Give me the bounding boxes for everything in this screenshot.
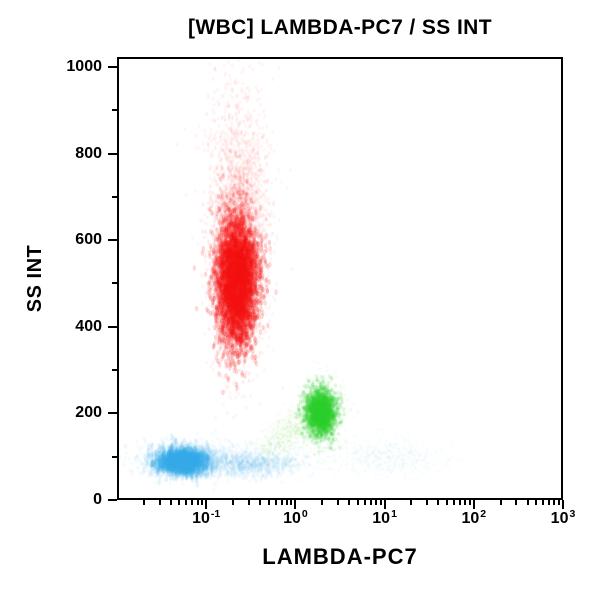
y-axis-major-tick: [108, 325, 117, 328]
x-tick-exponent: -1: [210, 508, 221, 520]
x-axis-minor-tick: [553, 500, 556, 505]
y-axis-major-tick: [108, 499, 117, 501]
x-axis-minor-tick: [363, 500, 366, 505]
y-axis: 0 200 400 600 800 1000: [0, 57, 117, 508]
x-axis-minor-tick: [379, 500, 382, 505]
y-axis-minor-tick: [112, 282, 117, 285]
x-axis-minor-tick: [290, 500, 293, 505]
y-axis-tick-label: 1000: [66, 57, 102, 75]
x-axis-minor-tick: [321, 500, 324, 505]
x-axis-major-tick: [562, 500, 564, 509]
x-axis-minor-tick: [464, 500, 467, 505]
x-axis-major-tick: [472, 500, 475, 509]
y-axis-tick-label: 200: [75, 404, 102, 422]
x-axis-minor-tick: [426, 500, 429, 505]
x-axis-minor-tick: [191, 500, 194, 505]
x-axis-minor-tick: [142, 500, 145, 505]
x-axis-minor-tick: [247, 500, 250, 505]
x-axis-minor-tick: [458, 500, 461, 505]
y-axis-major-tick: [108, 152, 117, 155]
x-axis-major-tick: [205, 500, 208, 509]
x-axis-minor-tick: [280, 500, 283, 505]
x-axis-minor-tick: [178, 500, 181, 505]
x-axis: 10-1 100 101 102 103: [117, 500, 575, 555]
x-axis-minor-tick: [185, 500, 188, 505]
scatter-canvas: [119, 59, 561, 498]
x-axis-tick-label: 10-1: [192, 508, 221, 528]
x-axis-tick-label: 101: [372, 508, 397, 528]
x-tick-exponent: 1: [391, 508, 397, 520]
y-axis-minor-tick: [112, 109, 117, 112]
x-axis-minor-tick: [336, 500, 339, 505]
x-axis-minor-tick: [169, 500, 172, 505]
x-axis-major-tick: [383, 500, 386, 509]
y-axis-major-tick: [108, 412, 117, 415]
y-axis-major-tick: [108, 65, 117, 68]
x-axis-tick-label: 100: [283, 508, 308, 528]
y-axis-tick-label: 400: [75, 317, 102, 335]
x-tick-base: 10: [192, 510, 210, 527]
x-axis-minor-tick: [410, 500, 413, 505]
x-axis-minor-tick: [258, 500, 261, 505]
x-axis-minor-tick: [374, 500, 377, 505]
x-axis-minor-tick: [542, 500, 545, 505]
x-axis-tick-label: 103: [550, 508, 576, 528]
x-axis-minor-tick: [369, 500, 372, 505]
y-axis-tick-label: 600: [75, 231, 102, 249]
x-axis-minor-tick: [557, 500, 560, 505]
y-axis-minor-tick: [112, 369, 117, 372]
plot-area: [117, 57, 563, 500]
x-axis-minor-tick: [201, 500, 204, 505]
x-axis-minor-tick: [267, 500, 270, 505]
x-tick-base: 10: [372, 510, 391, 527]
y-axis-minor-tick: [112, 455, 117, 458]
y-axis-tick-label: 800: [75, 144, 102, 162]
x-axis-minor-tick: [348, 500, 351, 505]
chart-title: [WBC] LAMBDA-PC7 / SS INT: [188, 16, 492, 39]
x-axis-minor-tick: [526, 500, 529, 505]
x-axis-minor-tick: [453, 500, 455, 505]
x-tick-base: 10: [550, 510, 569, 527]
x-axis-minor-tick: [158, 500, 161, 505]
x-tick-base: 10: [461, 510, 480, 527]
x-axis-minor-tick: [515, 500, 518, 505]
x-axis-minor-tick: [285, 500, 288, 505]
x-axis-minor-tick: [274, 500, 277, 505]
x-axis-minor-tick: [535, 500, 538, 505]
y-axis-minor-tick: [112, 195, 117, 198]
x-axis-major-tick: [294, 500, 297, 509]
y-axis-major-tick: [108, 239, 117, 242]
x-axis-minor-tick: [468, 500, 471, 505]
y-axis-tick-label: 0: [93, 491, 102, 508]
x-axis-minor-tick: [196, 500, 199, 505]
x-axis-minor-tick: [232, 500, 235, 505]
x-axis-minor-tick: [499, 500, 502, 505]
x-axis-minor-tick: [356, 500, 359, 505]
x-axis-tick-label: 102: [461, 508, 487, 528]
x-tick-exponent: 0: [301, 508, 308, 520]
x-axis-label: LAMBDA-PC7: [262, 544, 418, 569]
x-tick-base: 10: [283, 510, 301, 527]
x-tick-exponent: 2: [480, 508, 487, 520]
x-tick-exponent: 3: [569, 508, 576, 520]
x-axis-minor-tick: [437, 500, 440, 505]
x-axis-minor-tick: [548, 500, 551, 505]
x-axis-minor-tick: [445, 500, 448, 505]
